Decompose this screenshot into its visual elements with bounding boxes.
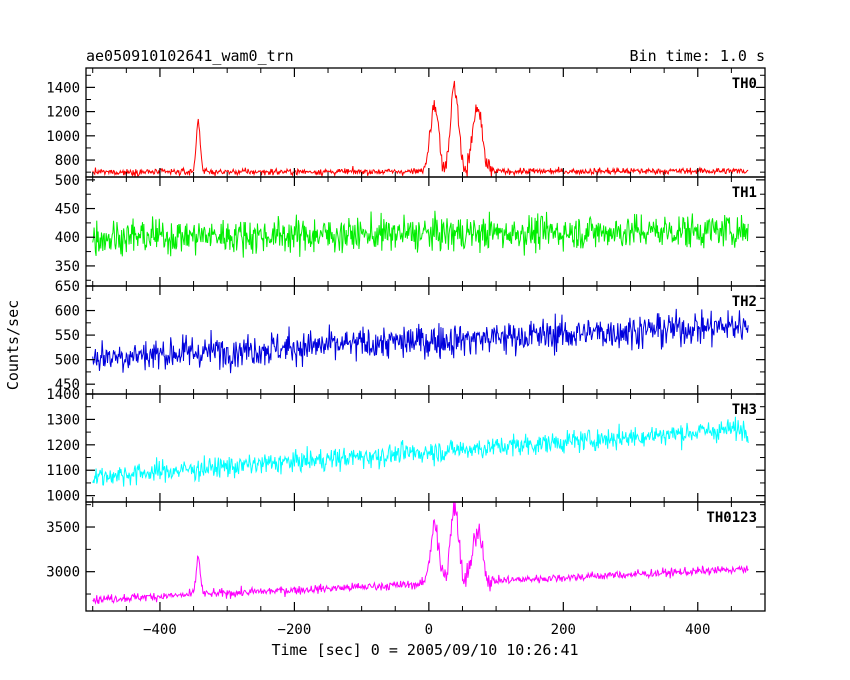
y-tick-label: 1300	[46, 412, 80, 428]
y-tick-label: 600	[55, 304, 80, 320]
y-tick-label: 450	[55, 202, 80, 218]
y-tick-label: 3000	[46, 565, 80, 581]
y-tick-label: 400	[55, 230, 80, 246]
x-tick-label: −400	[143, 622, 177, 638]
panel-th2: 450 500 550 600 650 TH2	[55, 279, 766, 395]
panel-name: TH0	[732, 76, 757, 92]
y-tick-label: 1200	[46, 105, 80, 121]
y-axis-label: Counts/sec	[4, 300, 22, 390]
x-axis: −400 −200 0 200 400	[143, 622, 710, 638]
panel-name: TH3	[732, 402, 757, 418]
x-tick-label: 0	[425, 622, 433, 638]
y-tick-label: 550	[55, 328, 80, 344]
x-tick-label: 400	[685, 622, 710, 638]
y-tick-label: 3500	[46, 520, 80, 536]
panel-th1: 350 400 450 500 TH1	[55, 173, 766, 287]
panel-frame	[85, 501, 766, 612]
y-tick-label: 1200	[46, 438, 80, 454]
y-tick-label: 1000	[46, 129, 80, 145]
y-tick-label: 500	[55, 353, 80, 369]
y-tick-label: 1400	[46, 387, 80, 403]
y-tick-label: 1000	[46, 489, 80, 505]
chart-title: ae050910102641_wam0_trn	[86, 47, 294, 65]
x-axis-label: Time [sec] 0 = 2005/09/10 10:26:41	[271, 641, 578, 659]
y-tick-label: 800	[55, 153, 80, 169]
bin-time-label: Bin time: 1.0 s	[630, 47, 765, 65]
y-tick-label: 350	[55, 259, 80, 275]
x-tick-label: −200	[278, 622, 312, 638]
series-line-th3	[92, 416, 749, 487]
panel-th0: 800 1000 1200 1400 TH0	[46, 67, 766, 179]
panel-th3: 1000 1100 1200 1300 1400 TH3	[46, 387, 766, 505]
y-tick-label: 450	[55, 377, 80, 393]
panel-name: TH0123	[706, 510, 757, 526]
panel-name: TH1	[732, 185, 757, 201]
y-tick-label: 650	[55, 279, 80, 295]
y-tick-label: 1100	[46, 463, 80, 479]
series-line-th2	[92, 308, 749, 374]
series-line-th1	[92, 210, 749, 258]
panel-frame	[85, 67, 766, 178]
panel-th0123: 3000 3500 TH0123	[46, 501, 766, 612]
x-tick-label: 200	[551, 622, 576, 638]
panel-name: TH2	[732, 294, 757, 310]
y-tick-label: 1400	[46, 80, 80, 96]
panels-group: 800 1000 1200 1400 TH0 350 400 450 500 TH1 450 500 5…	[46, 67, 766, 612]
series-line-th0	[92, 80, 749, 179]
series-line-th0123	[92, 501, 749, 605]
y-tick-label: 500	[55, 173, 80, 189]
